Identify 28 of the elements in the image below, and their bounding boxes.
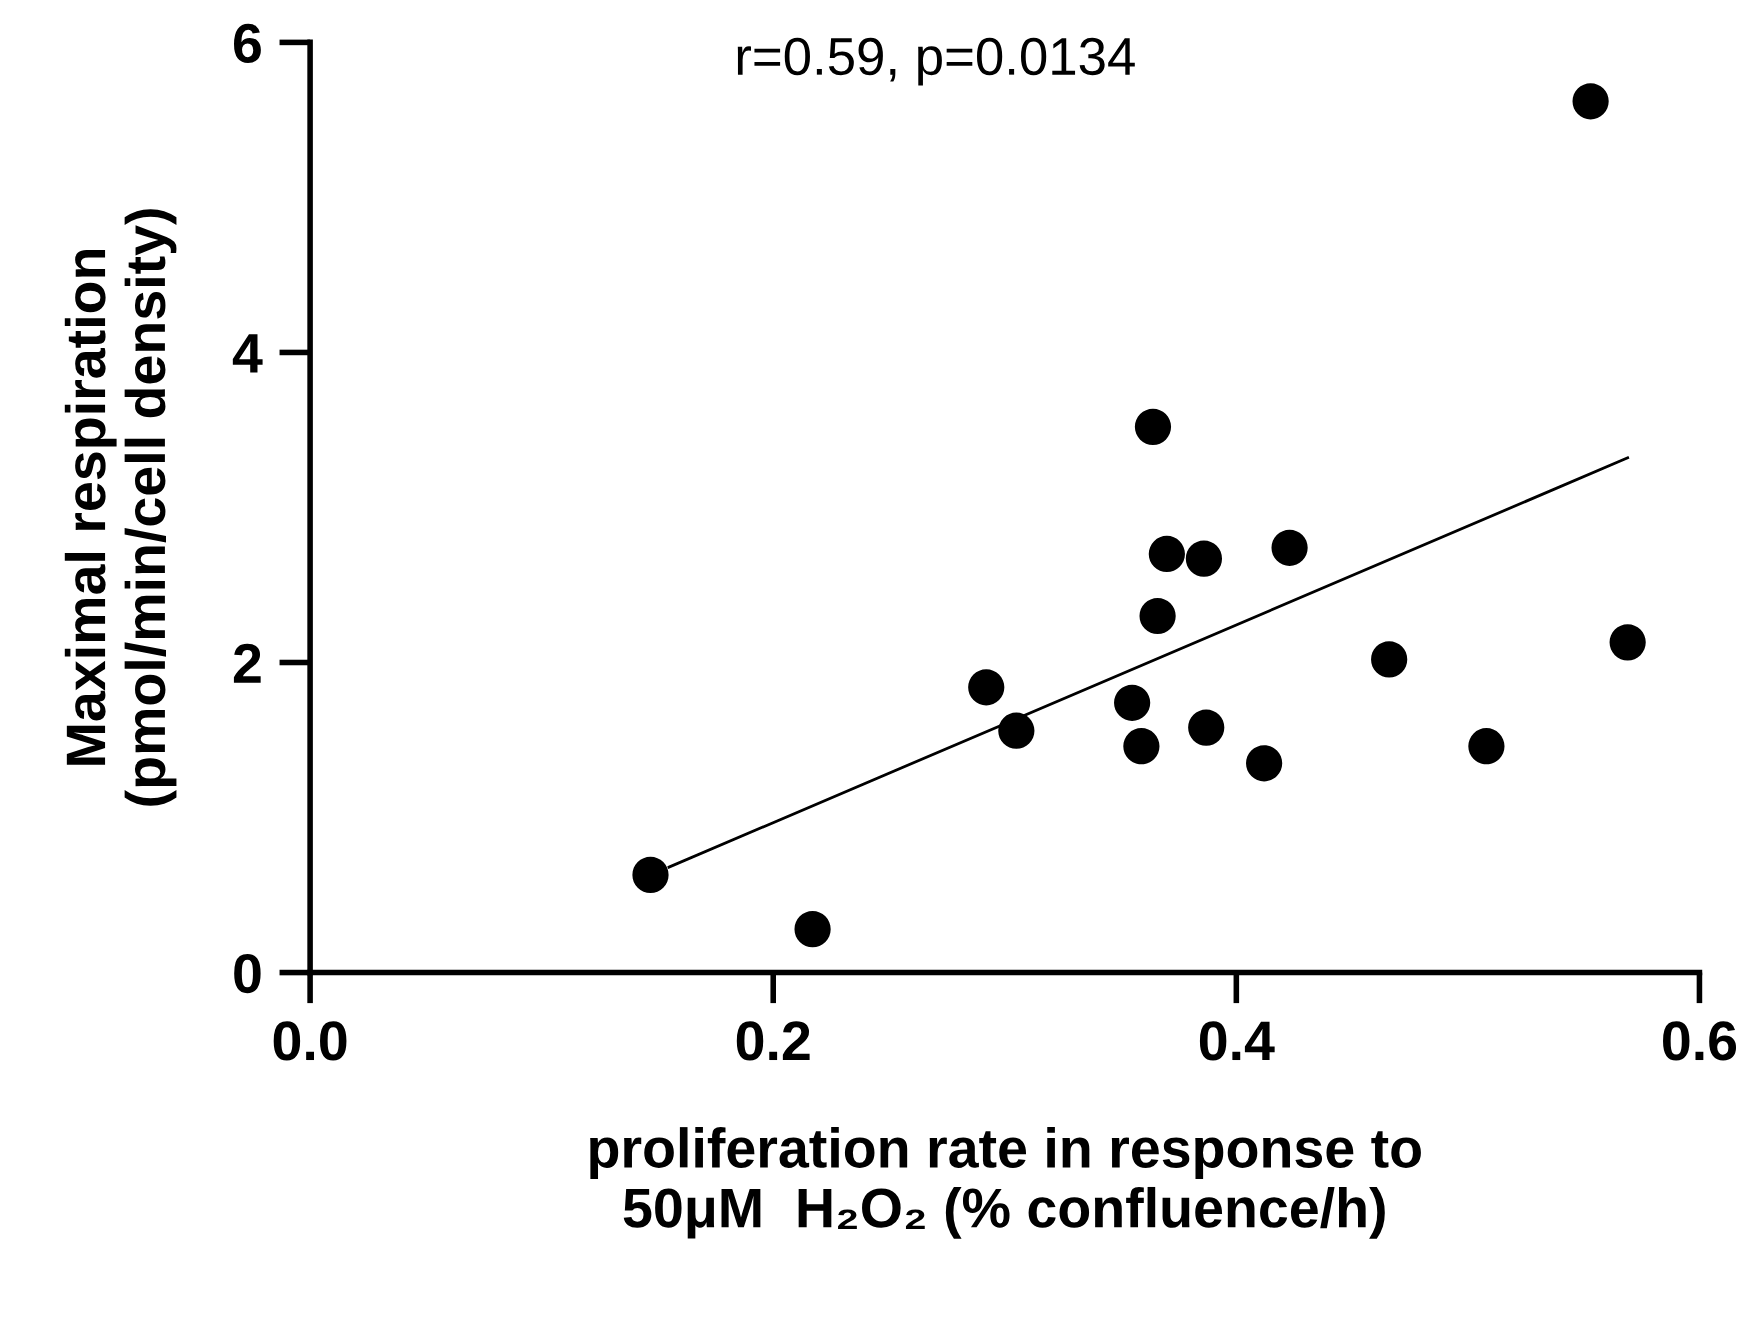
point <box>1134 408 1172 445</box>
point <box>1246 745 1283 782</box>
y-tick-label: 6 <box>234 23 261 64</box>
y-tick-label: 0 <box>234 953 261 994</box>
y-tick-label: 2 <box>233 643 261 683</box>
point <box>1188 709 1225 746</box>
point <box>1185 540 1223 577</box>
y-tick-label: 4 <box>232 334 263 373</box>
annotation: r=0.59, p=0.0134 <box>737 37 1135 86</box>
point <box>1271 529 1308 566</box>
point <box>1572 83 1609 120</box>
x-tick-label: 0.2 <box>736 1021 810 1061</box>
point <box>1468 728 1505 765</box>
x-tick-label: 0.0 <box>273 1021 347 1061</box>
point <box>968 669 1005 706</box>
point <box>1148 535 1185 573</box>
y-axis-title: Maximal respiration (pmol/min/cell density) <box>64 209 177 806</box>
point <box>1371 641 1408 678</box>
point <box>1114 684 1151 721</box>
point <box>998 712 1035 749</box>
point <box>1123 728 1160 765</box>
x-tick-label: 0.6 <box>1663 1021 1737 1061</box>
x-axis-title: proliferation rate in response to 50μM H₂O₂ (% confluence/h) <box>590 1127 1421 1239</box>
point <box>632 856 669 893</box>
point <box>794 911 831 948</box>
point <box>1139 597 1176 635</box>
point <box>1609 624 1646 661</box>
x-tick-label: 0.4 <box>1199 1021 1275 1061</box>
